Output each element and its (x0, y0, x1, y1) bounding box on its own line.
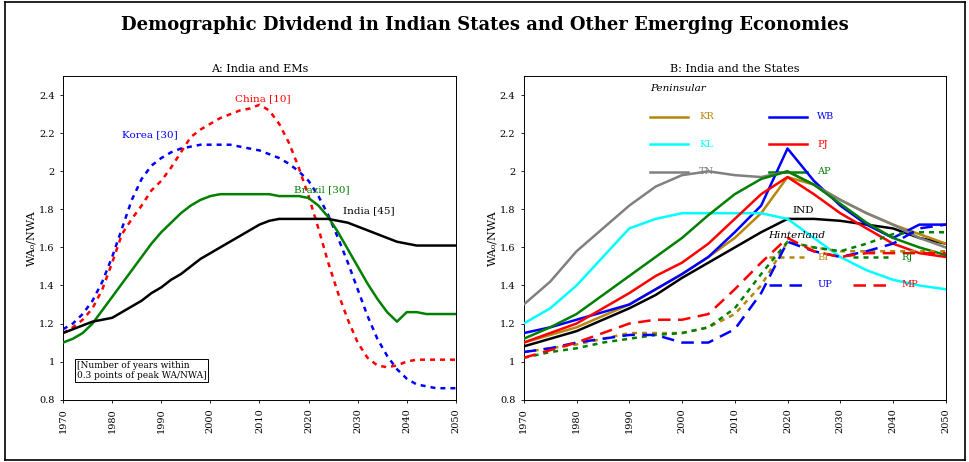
Text: AP: AP (816, 167, 829, 176)
Text: MP: MP (900, 280, 918, 289)
Text: Demographic Dividend in Indian States and Other Emerging Economies: Demographic Dividend in Indian States an… (121, 16, 848, 34)
Text: India [45]: India [45] (343, 206, 394, 215)
Text: China [10]: China [10] (234, 94, 291, 103)
Y-axis label: WA₀/NWA: WA₀/NWA (486, 210, 496, 266)
Y-axis label: WA₀/NWA: WA₀/NWA (26, 210, 36, 266)
Text: TN: TN (699, 167, 713, 176)
Text: RJ: RJ (900, 253, 912, 262)
Text: [Number of years within
0.3 points of peak WA/NWA]: [Number of years within 0.3 points of pe… (77, 361, 206, 380)
Text: Hinterland: Hinterland (767, 231, 825, 240)
Title: B: India and the States: B: India and the States (670, 64, 798, 74)
Text: Brazil [30]: Brazil [30] (294, 185, 349, 194)
Text: Peninsular: Peninsular (649, 84, 705, 93)
Text: WB: WB (816, 112, 833, 121)
Text: KR: KR (699, 112, 713, 121)
Text: PJ: PJ (816, 140, 827, 149)
Text: KL: KL (699, 140, 712, 149)
Text: Korea [30]: Korea [30] (122, 130, 177, 139)
Title: A: India and EMs: A: India and EMs (210, 64, 308, 74)
Text: BI: BI (816, 253, 828, 262)
Text: IND: IND (792, 206, 813, 215)
Text: UP: UP (816, 280, 831, 289)
